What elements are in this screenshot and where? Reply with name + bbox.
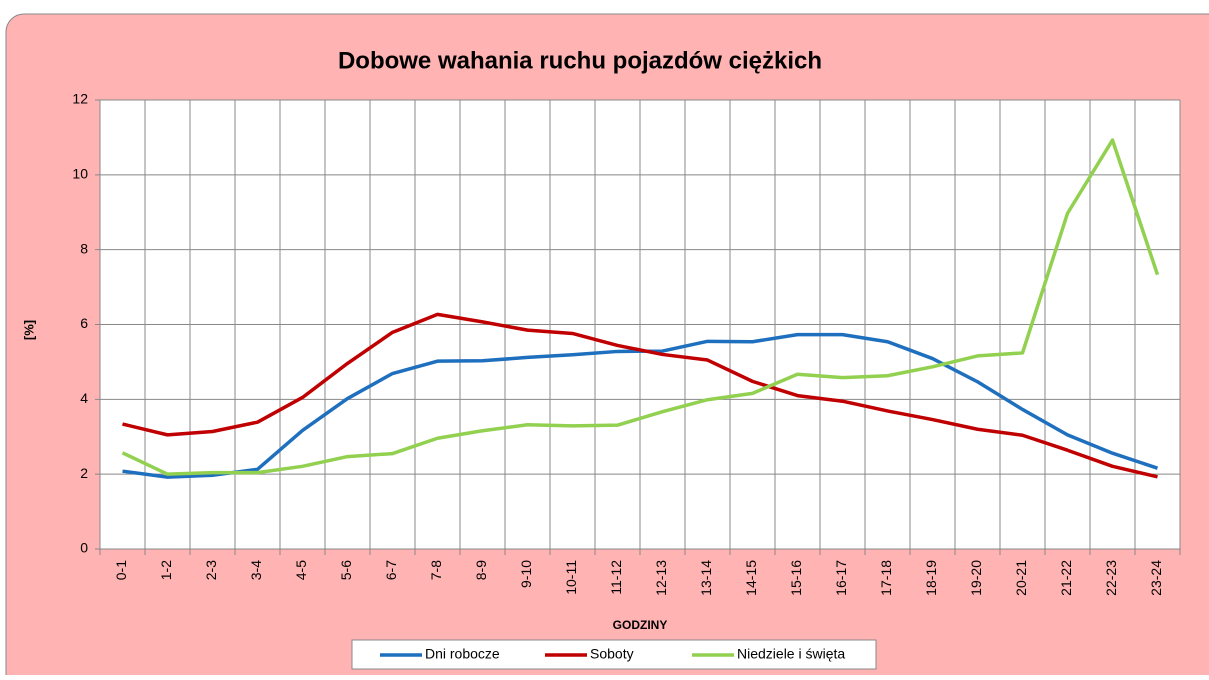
x-tick-label: 2-3 bbox=[203, 560, 219, 580]
y-tick-label: 12 bbox=[72, 91, 88, 107]
y-tick-label: 6 bbox=[80, 315, 88, 331]
x-tick-label: 9-10 bbox=[518, 560, 534, 588]
x-tick-label: 7-8 bbox=[428, 560, 444, 580]
legend-label: Soboty bbox=[590, 646, 634, 662]
x-tick-label: 18-19 bbox=[923, 560, 939, 596]
y-axis-title: [%] bbox=[21, 320, 36, 340]
legend-label: Dni robocze bbox=[425, 646, 500, 662]
legend bbox=[351, 639, 877, 670]
x-axis-title: Godziny bbox=[613, 618, 668, 632]
x-tick-label: 23-24 bbox=[1148, 560, 1164, 596]
x-tick-label: 3-4 bbox=[248, 560, 264, 580]
data-line bbox=[121, 138, 1160, 476]
x-tick-label: 12-13 bbox=[653, 560, 669, 596]
x-tick-label: 1-2 bbox=[158, 560, 174, 580]
x-tick-label: 21-22 bbox=[1058, 560, 1074, 596]
data-line bbox=[122, 312, 1158, 479]
x-tick-label: 13-14 bbox=[698, 560, 714, 596]
chart-title: Dobowe wahania ruchu pojazdów ciężkich bbox=[338, 47, 822, 74]
x-tick-label: 14-15 bbox=[743, 560, 759, 596]
x-tick-label: 10-11 bbox=[563, 560, 579, 595]
x-tick-label: 6-7 bbox=[383, 560, 399, 580]
x-tick-label: 22-23 bbox=[1103, 560, 1119, 596]
x-tick-label: 11-12 bbox=[608, 560, 624, 595]
y-tick-label: 8 bbox=[80, 240, 88, 256]
y-tick-label: 2 bbox=[80, 465, 88, 481]
x-tick-label: 5-6 bbox=[338, 560, 354, 580]
y-tick-label: 10 bbox=[72, 166, 88, 182]
x-tick-label: 20-21 bbox=[1013, 560, 1029, 596]
x-tick-label: 16-17 bbox=[833, 560, 849, 596]
x-tick-label: 0-1 bbox=[113, 560, 129, 580]
y-tick-label: 4 bbox=[80, 390, 88, 406]
x-tick-label: 19-20 bbox=[968, 560, 984, 596]
legend-label: Niedziele i święta bbox=[737, 646, 845, 662]
x-tick-label: 15-16 bbox=[788, 560, 804, 596]
y-tick-label: 0 bbox=[80, 540, 88, 556]
x-tick-label: 4-5 bbox=[293, 560, 309, 580]
x-tick-label: 17-18 bbox=[878, 560, 894, 596]
x-tick-label: 8-9 bbox=[473, 560, 489, 580]
